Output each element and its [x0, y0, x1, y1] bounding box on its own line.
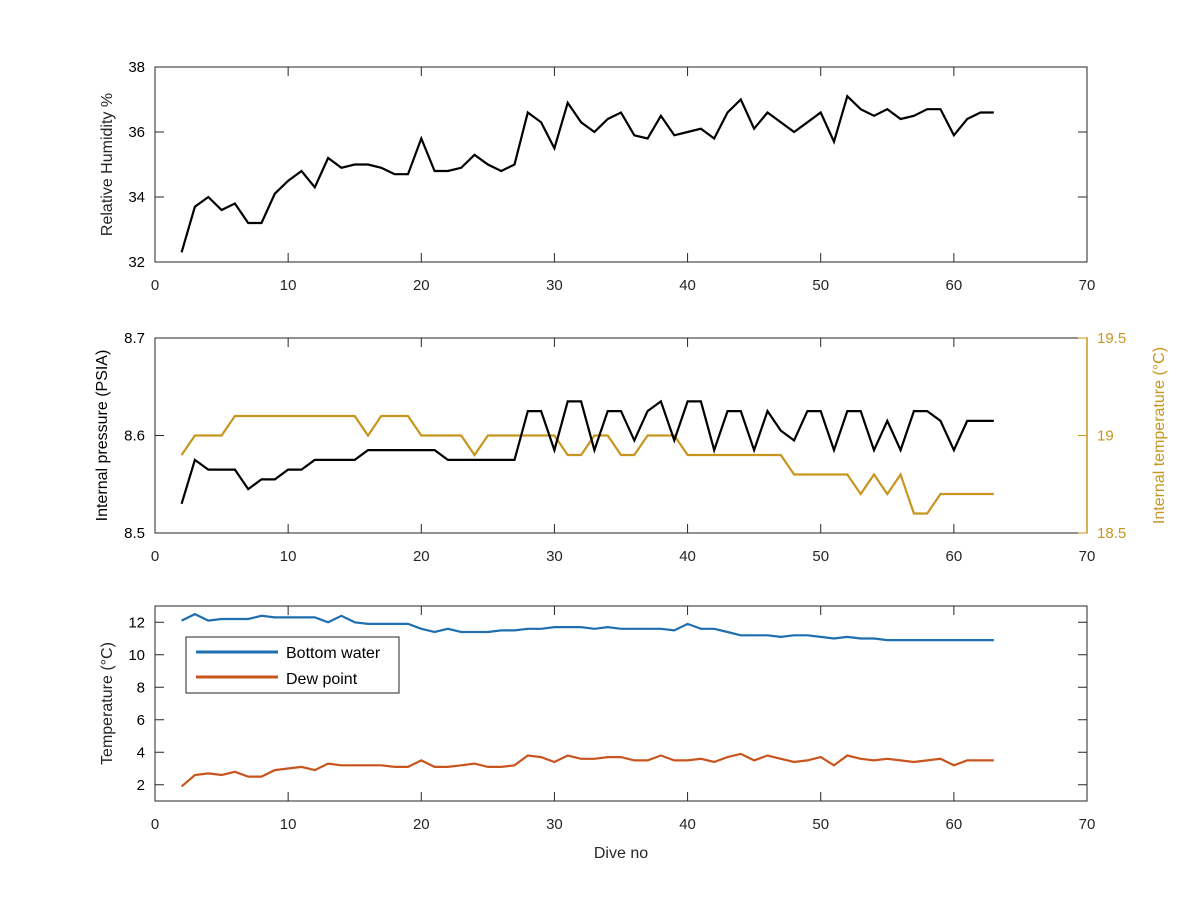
legend: Bottom water Dew point: [185, 636, 400, 694]
temperature-x-tick-label: 50: [812, 816, 829, 833]
humidity-series-0-line: [180, 94, 994, 253]
humidity-y-tick-label: 32: [128, 254, 145, 271]
temperature-y-axis-label: Temperature (°C): [99, 642, 116, 765]
pressure-series-1-line: [180, 399, 994, 505]
temperature-x-tick-label: 10: [280, 816, 297, 833]
pressure-y-axis-label: Internal pressure (PSIA): [94, 350, 111, 522]
temperature-x-tick-label: 40: [679, 816, 696, 833]
humidity-x-tick-label: 70: [1079, 277, 1096, 294]
temperature-x-tick-label: 0: [151, 816, 159, 833]
temperature-plot-area: [154, 605, 1088, 802]
pressure-panel: Internal pressure (PSIA) Internal temper…: [94, 330, 1168, 565]
temperature-panel: Temperature (°C) Dive no 0 10 20 30 40 50 60 70…: [99, 605, 1096, 862]
temperature-x-tick-label: 30: [546, 816, 563, 833]
humidity-x-tick-label: 50: [812, 277, 829, 294]
pressure-x-tick-label: 70: [1079, 548, 1096, 565]
humidity-plot-area: [154, 66, 1088, 263]
humidity-y-tick-label: 36: [128, 124, 145, 141]
pressure-right-y-tick-label: 19.5: [1097, 330, 1126, 347]
humidity-x-tick-label: 60: [946, 277, 963, 294]
pressure-x-tick-label: 50: [812, 548, 829, 565]
temperature-y-tick-label: 4: [137, 744, 145, 761]
humidity-panel: Relative Humidity % 0 10 20 30 40 50 60 70 32 34 3…: [99, 59, 1095, 294]
temperature-x-tick-label: 70: [1079, 816, 1096, 833]
pressure-right-y-tick-label: 18.5: [1097, 525, 1126, 542]
temperature-x-tick-label: 60: [946, 816, 963, 833]
humidity-y-axis-label: Relative Humidity %: [99, 93, 116, 236]
temperature-x-tick-label: 20: [413, 816, 430, 833]
pressure-x-tick-label: 10: [280, 548, 297, 565]
pressure-x-tick-label: 20: [413, 548, 430, 565]
temperature-y-tick-label: 12: [128, 614, 145, 631]
pressure-y-tick-label: 8.5: [124, 525, 145, 542]
internal-temperature-y-axis-label: Internal temperature (°C): [1151, 347, 1168, 524]
bottom-water-line: [181, 612, 994, 642]
legend-label-dew-point: Dew point: [286, 671, 358, 688]
temperature-y-tick-label: 6: [137, 712, 145, 729]
pressure-x-tick-label: 30: [546, 548, 563, 565]
humidity-y-tick-label: 38: [128, 59, 145, 76]
pressure-x-tick-label: 0: [151, 548, 159, 565]
temperature-y-tick-label: 2: [137, 777, 145, 794]
humidity-x-tick-label: 30: [546, 277, 563, 294]
humidity-x-tick-label: 40: [679, 277, 696, 294]
humidity-x-tick-label: 20: [413, 277, 430, 294]
pressure-x-tick-label: 40: [679, 548, 696, 565]
pressure-x-tick-label: 60: [946, 548, 963, 565]
pressure-y-tick-label: 8.6: [124, 428, 145, 445]
pressure-plot-area: [154, 337, 1088, 534]
humidity-y-tick-label: 34: [128, 189, 145, 206]
temperature-y-tick-label: 8: [137, 679, 145, 696]
humidity-x-tick-label: 0: [151, 277, 159, 294]
legend-label-bottom-water: Bottom water: [286, 645, 381, 662]
pressure-y-tick-label: 8.7: [124, 330, 145, 347]
pressure-right-y-tick-label: 19: [1097, 428, 1114, 445]
temperature-y-tick-label: 10: [128, 647, 145, 664]
humidity-x-tick-label: 10: [280, 277, 297, 294]
x-axis-label: Dive no: [594, 845, 648, 862]
legend-box: [185, 636, 400, 694]
dew-point-line: [180, 752, 994, 788]
pressure-series-0-line: [180, 414, 994, 515]
